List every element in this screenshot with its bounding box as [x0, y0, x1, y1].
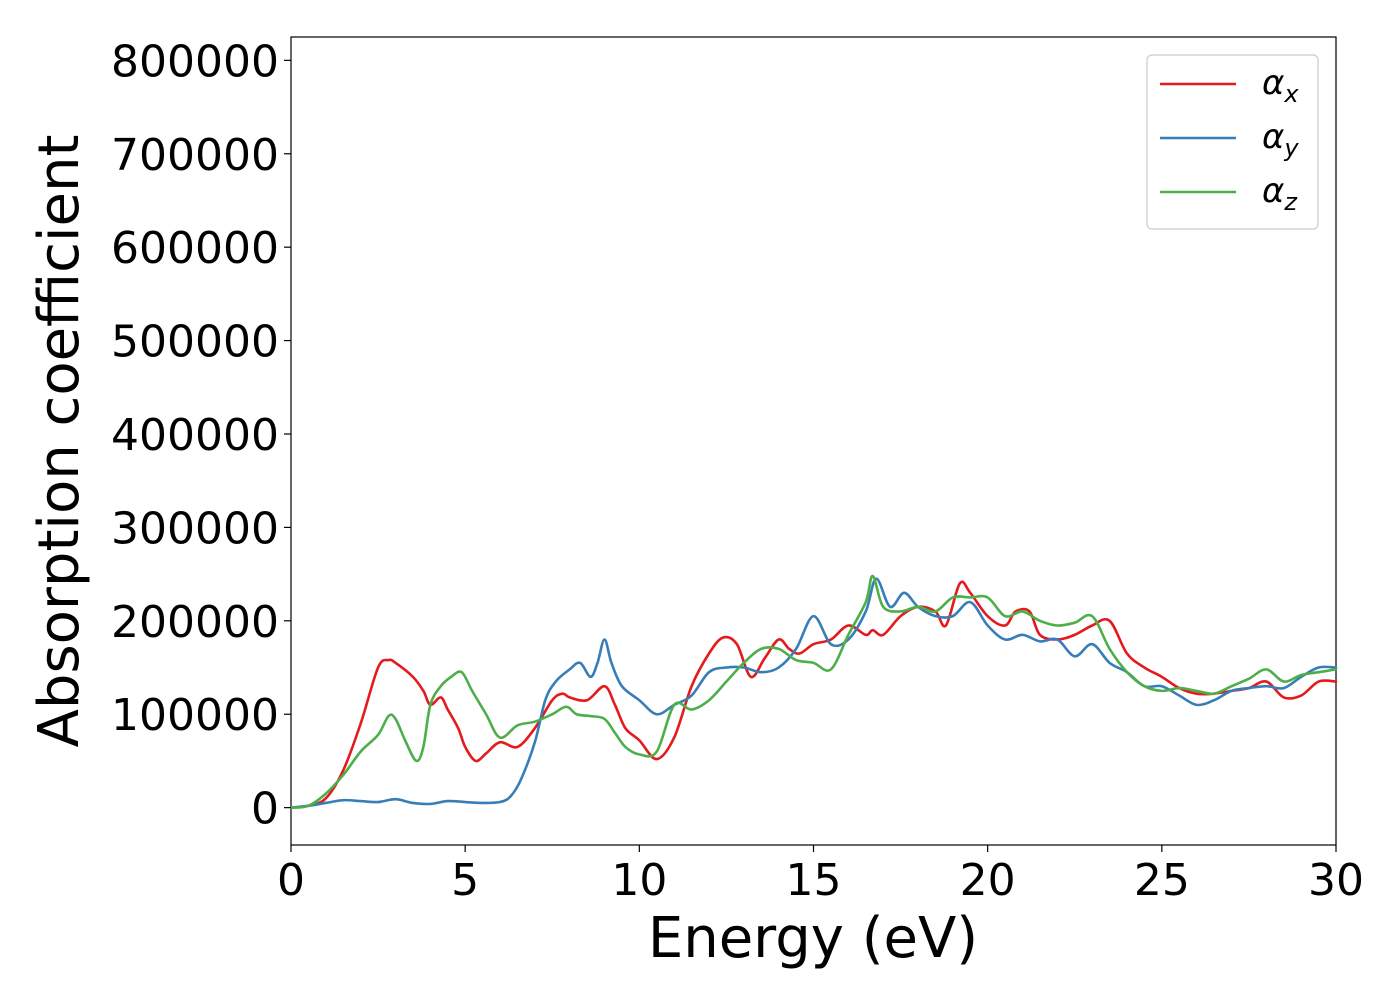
- series-line-z: [289, 574, 1338, 809]
- x-tick-label: 0: [277, 855, 305, 906]
- y-axis-title: Absorption coefficient: [27, 135, 92, 748]
- legend-label-z: αz: [1262, 171, 1298, 216]
- y-tick-label: 100000: [111, 690, 279, 741]
- series-line-x: [289, 580, 1338, 809]
- y-axis-ticks: 0 100000 200000 300000 400000 500000 600000 700…: [111, 36, 291, 835]
- legend-frame: [1146, 54, 1319, 230]
- x-tick-label: 15: [786, 855, 842, 906]
- x-axis-title: Energy (eV): [648, 906, 978, 971]
- y-tick-label: 300000: [111, 503, 279, 554]
- legend-label-y: αy: [1262, 117, 1299, 162]
- y-tick-label: 200000: [111, 597, 279, 648]
- y-tick-label: 800000: [111, 36, 279, 87]
- y-tick-label: 400000: [111, 410, 279, 461]
- y-tick-label: 700000: [111, 130, 279, 181]
- x-tick-label: 25: [1134, 855, 1190, 906]
- series-layer: [289, 574, 1338, 809]
- legend-label-x: αx: [1262, 63, 1299, 108]
- x-tick-label: 20: [960, 855, 1016, 906]
- y-tick-label: 0: [251, 784, 279, 835]
- x-tick-label: 10: [611, 855, 667, 906]
- x-tick-label: 5: [451, 855, 479, 906]
- y-tick-label: 500000: [111, 317, 279, 368]
- y-tick-label: 600000: [111, 223, 279, 274]
- legend: αx αy αz: [1146, 54, 1319, 230]
- x-tick-label: 30: [1308, 855, 1364, 906]
- x-axis-ticks: 0 5 10 15 20 25 30: [277, 845, 1364, 906]
